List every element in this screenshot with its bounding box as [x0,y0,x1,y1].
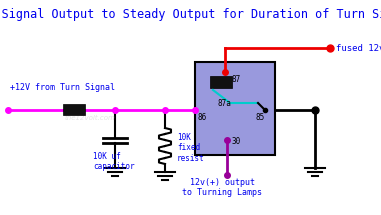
Text: +12V from Turn Signal: +12V from Turn Signal [10,83,115,92]
Bar [210,76,232,88]
Text: 12v(+) output
to Turning Lamps: 12v(+) output to Turning Lamps [182,178,262,197]
Text: fused 12v(+): fused 12v(+) [336,43,381,52]
Bar [63,104,85,115]
Text: 87a: 87a [218,100,232,109]
Text: 10K uf
capacitor: 10K uf capacitor [93,152,134,171]
Text: 87: 87 [232,75,241,84]
Text: 30: 30 [232,138,241,146]
Text: 85: 85 [255,114,264,123]
Text: Turn Signal Output to Steady Output for Duration of Turn Signal: Turn Signal Output to Steady Output for … [0,8,381,21]
Text: 10K
fixed
resist: 10K fixed resist [177,133,205,163]
Bar [195,62,275,155]
Text: 86: 86 [198,114,207,123]
Text: the12volt.com: the12volt.com [64,115,115,121]
